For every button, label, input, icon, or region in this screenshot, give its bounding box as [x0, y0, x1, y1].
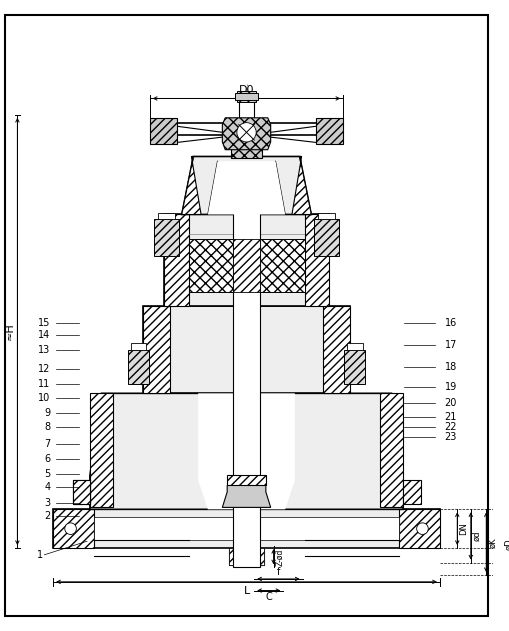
Text: 9: 9: [44, 408, 50, 418]
Text: 19: 19: [444, 382, 456, 392]
Polygon shape: [399, 509, 439, 548]
Polygon shape: [143, 306, 170, 393]
Text: 7: 7: [44, 439, 50, 449]
Polygon shape: [164, 215, 188, 306]
Text: DN: DN: [458, 522, 467, 535]
Text: 10: 10: [38, 393, 50, 403]
Text: 11: 11: [38, 379, 50, 389]
Bar: [231, 131, 262, 158]
Text: ≈H: ≈H: [5, 322, 15, 340]
Polygon shape: [222, 118, 270, 150]
Bar: [344, 350, 365, 384]
Polygon shape: [53, 509, 94, 548]
Text: 6: 6: [44, 454, 50, 464]
Text: 1: 1: [37, 550, 43, 560]
Bar: [314, 220, 338, 256]
Bar: [347, 343, 362, 350]
Text: 22: 22: [444, 422, 456, 432]
Circle shape: [416, 523, 428, 534]
Circle shape: [65, 523, 76, 534]
Polygon shape: [402, 480, 420, 505]
Bar: [236, 91, 256, 102]
Polygon shape: [181, 156, 310, 215]
Bar: [188, 239, 304, 292]
Text: 13: 13: [38, 345, 50, 355]
Bar: [130, 343, 146, 350]
Polygon shape: [94, 517, 399, 540]
Bar: [233, 176, 260, 567]
Text: øK: øK: [487, 537, 496, 548]
Bar: [157, 213, 175, 220]
Polygon shape: [143, 306, 349, 393]
Bar: [318, 213, 335, 220]
Text: 3: 3: [44, 498, 50, 507]
Text: Z-ød: Z-ød: [275, 549, 284, 567]
Text: 16: 16: [444, 318, 456, 327]
Bar: [233, 239, 260, 292]
Polygon shape: [208, 162, 285, 215]
Polygon shape: [72, 480, 90, 505]
Text: 21: 21: [444, 413, 456, 423]
Text: C: C: [265, 593, 272, 603]
Text: 2: 2: [44, 511, 50, 521]
Text: D0: D0: [238, 85, 254, 95]
Polygon shape: [72, 480, 90, 505]
Bar: [235, 93, 258, 100]
Polygon shape: [90, 393, 402, 509]
Polygon shape: [291, 156, 310, 215]
Text: 8: 8: [44, 422, 50, 432]
Polygon shape: [181, 156, 201, 215]
Bar: [238, 100, 254, 129]
Polygon shape: [53, 509, 439, 548]
Polygon shape: [254, 548, 263, 565]
Text: 20: 20: [444, 398, 456, 408]
Text: L: L: [243, 586, 249, 596]
Text: 4: 4: [44, 482, 50, 492]
Polygon shape: [379, 393, 402, 507]
Text: ød: ød: [472, 531, 481, 541]
Polygon shape: [198, 393, 294, 509]
Polygon shape: [316, 118, 343, 144]
Text: 23: 23: [444, 432, 456, 442]
Polygon shape: [229, 548, 263, 565]
Text: 12: 12: [38, 364, 50, 374]
Text: f: f: [276, 567, 279, 577]
Text: 14: 14: [38, 330, 50, 340]
Polygon shape: [322, 306, 349, 393]
Polygon shape: [229, 548, 238, 565]
Polygon shape: [150, 118, 177, 144]
Text: 17: 17: [444, 340, 456, 350]
Polygon shape: [164, 215, 328, 306]
Polygon shape: [222, 485, 270, 507]
Polygon shape: [227, 476, 265, 485]
Text: 18: 18: [444, 362, 456, 372]
Text: 5: 5: [44, 469, 50, 478]
Polygon shape: [304, 215, 328, 306]
Bar: [127, 350, 149, 384]
Bar: [153, 220, 179, 256]
Polygon shape: [90, 393, 113, 507]
Text: øD: øD: [503, 539, 509, 550]
Text: 15: 15: [38, 318, 50, 327]
Circle shape: [236, 122, 256, 142]
